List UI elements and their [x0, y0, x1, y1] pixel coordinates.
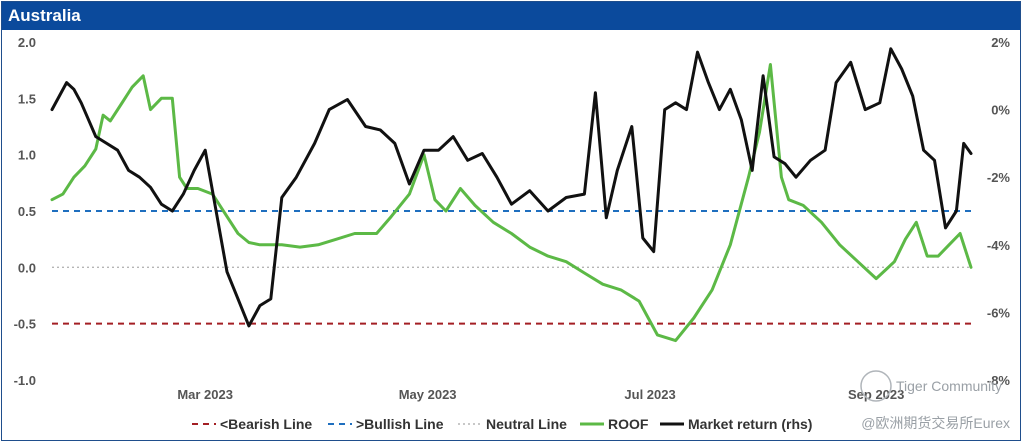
y-left-tick-label: 0.0	[18, 260, 36, 275]
y-right-tick-label: -4%	[987, 238, 1011, 253]
y-right-tick-label: -2%	[987, 170, 1011, 185]
title-bar: Australia	[2, 2, 1020, 30]
series-line-0	[50, 63, 973, 343]
x-axis: Mar 2023 May 2023 Jul 2023 Sep 2023	[177, 387, 904, 402]
y-right-axis: 2% 0% -2% -4% -6% -8%	[987, 35, 1011, 388]
watermark-source: @欧洲期货交易所Eurex	[861, 415, 1010, 431]
y-left-tick-label: 0.5	[18, 204, 36, 219]
legend: <Bearish Line >Bullish Line Neutral Line RO…	[192, 416, 812, 432]
chart-title: Australia	[8, 6, 81, 25]
y-right-tick-label: -8%	[987, 373, 1011, 388]
x-tick-label: May 2023	[399, 387, 457, 402]
y-left-axis: 2.0 1.5 1.0 0.5 0.0 -0.5 -1.0	[14, 35, 36, 388]
y-left-tick-label: 2.0	[18, 35, 36, 50]
y-left-tick-label: 1.0	[18, 148, 36, 163]
legend-label: <Bearish Line	[220, 416, 312, 432]
x-tick-label: Mar 2023	[177, 387, 233, 402]
y-right-tick-label: 2%	[991, 35, 1010, 50]
y-left-tick-label: 1.5	[18, 91, 36, 106]
legend-label: >Bullish Line	[356, 416, 444, 432]
x-tick-label: Jul 2023	[624, 387, 675, 402]
series-line-1	[50, 47, 973, 328]
y-left-tick-label: -0.5	[14, 317, 36, 332]
tiger-logo-icon	[860, 370, 892, 402]
legend-label: Neutral Line	[486, 416, 567, 432]
series-layer	[50, 47, 973, 343]
legend-label: Market return (rhs)	[688, 416, 812, 432]
watermark-community: Tiger Community	[896, 378, 1002, 394]
reference-lines	[52, 210, 971, 325]
y-right-tick-label: -6%	[987, 305, 1011, 320]
legend-label: ROOF	[608, 416, 649, 432]
y-right-tick-label: 0%	[991, 103, 1010, 118]
y-left-tick-label: -1.0	[14, 373, 36, 388]
watermark: Tiger Community @欧洲期货交易所Eurex	[860, 370, 1010, 431]
